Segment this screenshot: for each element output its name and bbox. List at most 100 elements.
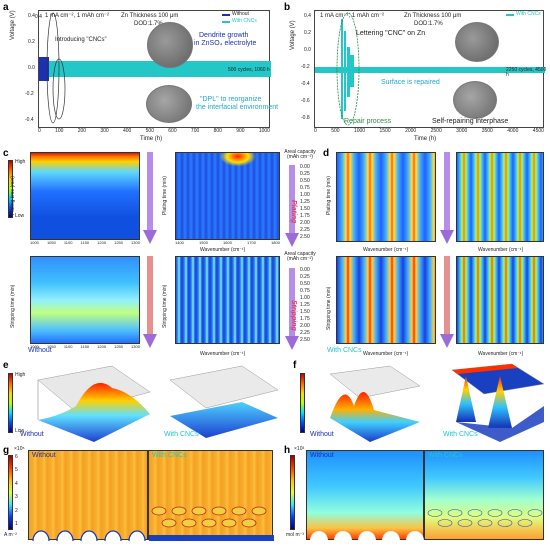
panel-b-ann-repair: Repair process <box>344 118 392 125</box>
areal-stripping-label: Stripping <box>290 300 297 331</box>
panel-a-label: a <box>3 2 9 13</box>
panel-h-tag-without: Without <box>310 452 334 459</box>
panel-e-surface-with <box>169 365 279 438</box>
panel-b-ytick: -0.8 <box>301 115 310 121</box>
panel-a-ann-introducing: Introducing "CNCs" <box>55 37 107 43</box>
panel-g-field-without <box>28 450 148 546</box>
xtick: 3500 <box>481 128 493 134</box>
xtick: 4000 <box>507 128 519 134</box>
areal-value: 1.25 <box>300 199 310 205</box>
panel-h-colorbar <box>290 455 295 530</box>
areal-value: 1.25 <box>300 302 310 308</box>
panel-e-label: e <box>3 360 9 371</box>
panel-c-xlabel-bottom: Wavenumber (cm⁻¹) <box>200 351 246 357</box>
panel-b-ann-self: Self-repairing interphase <box>432 118 509 125</box>
panel-d-xlabel-bottom-right: Wavenumber (cm⁻¹) <box>478 351 524 357</box>
areal-value: 2.50 <box>300 234 310 240</box>
panel-g-cb-exp: ×10⁵ <box>14 446 25 452</box>
panel-a-ann-dpl-2: the interfacial environment <box>196 104 279 111</box>
panel-b-conditions: 1 mA cm⁻², 1 mAh cm⁻² <box>320 13 385 19</box>
zn-disc-image-with <box>146 85 192 123</box>
panel-h-field-with <box>424 450 544 540</box>
xtick: 1500 <box>379 128 391 134</box>
panel-a-legend-with: With CNCs <box>222 19 257 24</box>
areal-value: 0.25 <box>300 274 310 280</box>
xtick: 900 <box>236 128 245 134</box>
panel-a-ann-dpl-1: "DPL" to reorganize <box>200 96 262 103</box>
panel-d-plating-arrow <box>440 152 454 244</box>
areal-value: 0.50 <box>300 178 310 184</box>
xtick: 1000 <box>258 128 270 134</box>
panel-c-cb-low: Low <box>15 213 25 219</box>
panel-d-plating-heatmap-right <box>456 152 544 242</box>
panel-c-colorbar <box>8 160 13 218</box>
panel-h-cb-unit: mol m⁻³ <box>286 532 304 538</box>
xtick: 100 <box>55 128 64 134</box>
panel-a-dod: DOD:1.7% <box>134 21 163 27</box>
areal-value: 1.50 <box>300 206 310 212</box>
panel-a-conditions: 1 mA cm⁻², 1 mAh cm⁻² <box>45 13 110 19</box>
panel-b-ytick: 0.4 <box>304 13 311 19</box>
panel-c-stripping-heatmap-right <box>175 256 280 344</box>
panel-a-ytick: 0.2 <box>28 39 35 45</box>
panel-b-zn-thickness: Zn Thickness 100 μm <box>404 13 462 19</box>
areal-value: 2.50 <box>300 337 310 343</box>
areal-plating-values: 0.00 0.25 0.50 0.75 1.00 1.25 1.50 1.75 … <box>300 165 310 240</box>
xtick: 3000 <box>456 128 468 134</box>
xtick: 800 <box>213 128 222 134</box>
panel-c-ylabel-plating: Plating time (min) <box>10 176 16 215</box>
panel-b-ytick: 0.0 <box>304 47 311 53</box>
panel-d-tag-with: With CNCs <box>327 347 362 354</box>
panel-h-with-overlay <box>427 509 543 527</box>
panel-a-ytick: -0.4 <box>25 117 34 123</box>
areal-title-1: Areal capacity (mAh cm⁻²) <box>284 149 316 160</box>
panel-d-stripping-heatmap-left <box>336 256 436 344</box>
panel-d-plating-heatmap-left <box>336 152 436 242</box>
areal-value: 1.50 <box>300 309 310 315</box>
panel-h-cb-exp: ×10³ <box>294 446 305 452</box>
panel-f-colorbar <box>300 373 305 433</box>
panel-h-label: h <box>284 445 291 456</box>
panel-b-ytick: -0.4 <box>301 81 310 87</box>
xtick: 0 <box>314 128 317 134</box>
areal-value: 0.00 <box>300 164 310 170</box>
areal-value: 0.00 <box>300 267 310 273</box>
areal-value: 0.50 <box>300 281 310 287</box>
legend-without-swatch <box>222 13 230 16</box>
panel-h-without-overlay <box>310 531 424 546</box>
panel-c-xticks-plating-right: 1400 1500 1600 1700 1800 <box>175 240 280 245</box>
zn-disc-lettered-image <box>455 22 499 62</box>
areal-value: 1.00 <box>300 192 310 198</box>
areal-stripping-arrow <box>285 268 299 350</box>
panel-d-stripping-heatmap-right <box>456 256 544 344</box>
xtick: 400 <box>123 128 132 134</box>
panel-f-surface-with <box>451 363 545 442</box>
panel-c-stripping-arrow <box>143 256 157 348</box>
panel-e-surface-without <box>37 365 151 442</box>
panel-f-tag-with: With CNCs <box>443 431 478 438</box>
panel-e-tag-with: With CNCs <box>164 431 199 438</box>
panel-g-tag-with: With CNCs <box>152 452 187 459</box>
panel-b-plot <box>314 10 545 128</box>
areal-value: 1.75 <box>300 213 310 219</box>
panel-c-plating-heatmap-left <box>30 152 140 240</box>
panel-e-cb-low: Low <box>15 428 25 434</box>
areal-plating-label: Plating <box>290 200 297 224</box>
panel-b-xlabel: Time (h) <box>414 136 437 142</box>
panel-h-field-without <box>306 450 424 546</box>
panel-a-zn-thickness: Zn Thickness 100 μm <box>121 13 179 19</box>
panel-c-tag-without: Without <box>28 347 52 354</box>
xtick: 200 <box>77 128 87 134</box>
panel-a-ytick: 0.4 <box>28 13 35 19</box>
areal-value: 0.25 <box>300 171 310 177</box>
panel-f-surface-without <box>329 365 421 442</box>
xtick: 0 <box>38 128 41 134</box>
xtick: 1000 <box>353 128 366 134</box>
panel-d-xlabel-bottom-left: Wavenumber (cm⁻¹) <box>363 351 409 357</box>
panel-b-ytick: -0.6 <box>301 98 310 104</box>
legend-with-swatch <box>222 20 230 23</box>
panel-b-dod: DOD:1.7% <box>414 21 443 27</box>
xtick: 2000 <box>405 128 417 134</box>
panel-f-label: f <box>293 360 297 371</box>
panel-c-plating-arrow <box>143 152 157 244</box>
